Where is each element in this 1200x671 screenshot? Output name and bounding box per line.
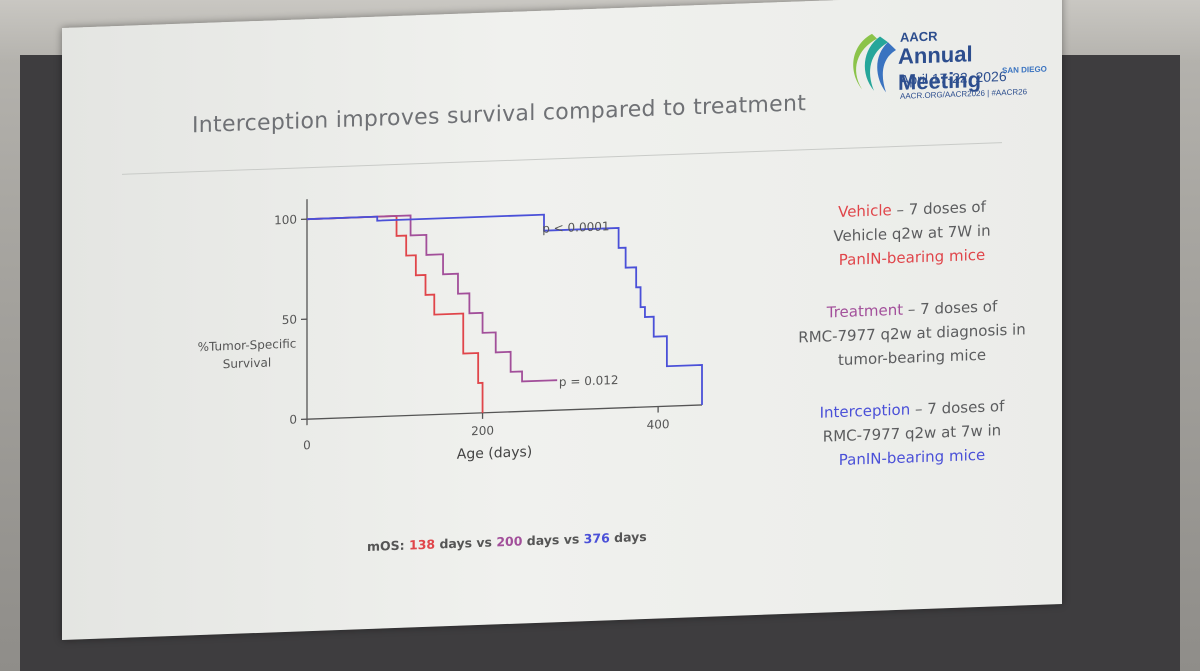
mos-treatment-value: 200 [496,533,523,550]
p-value-annotation-1: p = 0.012 [559,373,619,389]
mos-text-3: days [609,528,647,546]
x-tick-label-0: 0 [303,438,311,452]
aacr-annual-meeting-logo: AACR Annual Meeting April 17-22, 2026 SA… [842,22,1052,120]
legend-treatment-rest: – 7 doses of [903,297,998,319]
mos-prefix: mOS: [367,537,410,555]
logo-city: SAN DIEGO [1002,64,1047,76]
legend-treatment-name: Treatment [826,300,904,322]
legend-treatment-line3: tumor-bearing mice [837,345,987,370]
legend-vehicle-line3: PanIN-bearing mice [838,245,986,270]
legend-interception-line3: PanIN-bearing mice [838,445,986,470]
legend-vehicle: Vehicle – 7 doses of Vehicle q2w at 7W i… [792,193,1032,274]
x-axis-label: Age (days) [457,444,532,463]
slide-title: Interception improves survival compared … [192,91,807,139]
y-tick-label-0: 0 [289,413,297,427]
mos-text-2: days vs [522,531,584,549]
presentation-slide: Interception improves survival compared … [62,0,1062,640]
legend-interception-rest: – 7 doses of [910,397,1005,419]
legend-treatment-line2: RMC-7977 q2w at diagnosis in [798,320,1026,347]
survival-curve-1 [307,214,558,383]
mos-vehicle-value: 138 [409,536,436,553]
legend-vehicle-line2: Vehicle q2w at 7W in [833,221,991,246]
x-tick-label-2: 400 [647,417,670,432]
legend-interception-name: Interception [819,400,911,422]
legend-interception: Interception – 7 doses of RMC-7977 q2w a… [792,393,1032,474]
median-overall-survival: mOS: 138 days vs 200 days vs 376 days [367,529,647,554]
y-tick-label-2: 100 [274,213,297,228]
mos-interception-value: 376 [583,530,610,547]
p-value-annotation-0: p < 0.0001 [542,219,609,235]
legend-vehicle-rest: – 7 doses of [891,197,986,220]
legend-treatment: Treatment – 7 doses of RMC-7977 q2w at d… [792,293,1032,374]
logo-swirl-icon [853,33,896,93]
legend-interception-line2: RMC-7977 q2w at 7w in [822,421,1002,446]
x-axis-line [307,404,702,420]
mos-text-1: days vs [435,534,497,552]
survival-curve-0 [307,215,484,413]
survival-chart: 0 50 100 0 200 400 Age (days) p < 0.0001 p = 0.0… [274,199,703,463]
survival-curve-2 [307,213,703,405]
x-tick-label-1: 200 [471,423,494,438]
y-tick-label-1: 50 [282,313,297,328]
legend-vehicle-name: Vehicle [838,201,892,222]
legend: Vehicle – 7 doses of Vehicle q2w at 7W i… [792,193,1032,502]
